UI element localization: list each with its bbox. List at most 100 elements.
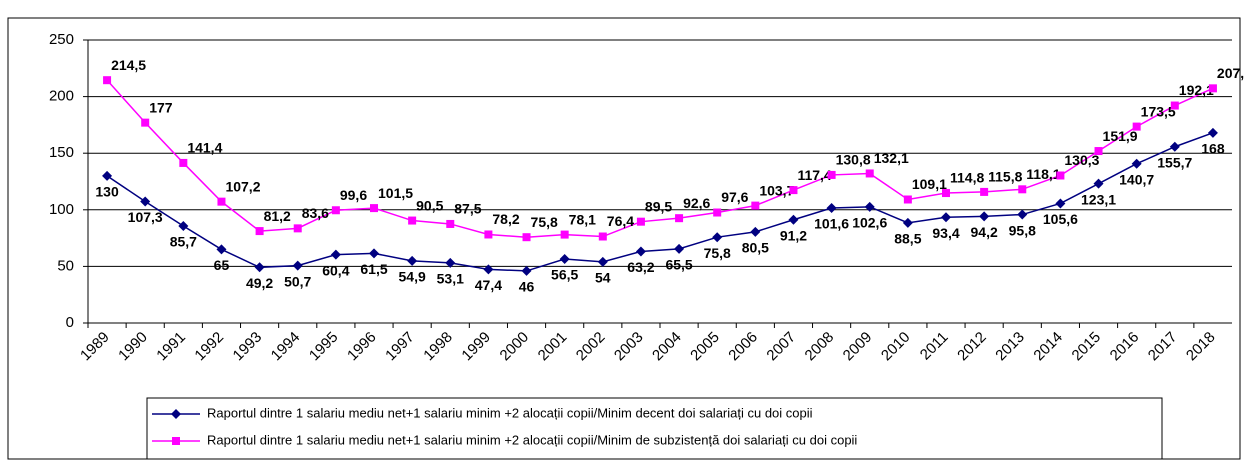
- y-tick-label: 150: [49, 144, 74, 161]
- marker: [902, 217, 913, 228]
- marker: [865, 169, 874, 178]
- y-tick-label: 100: [49, 201, 74, 218]
- marker: [483, 264, 494, 275]
- value-label: 130,3: [1064, 152, 1099, 168]
- value-label: 50,7: [284, 273, 311, 289]
- value-label: 173,5: [1141, 103, 1176, 119]
- value-label: 123,1: [1081, 191, 1116, 207]
- marker: [597, 256, 608, 267]
- value-label: 177: [149, 99, 173, 115]
- marker: [1208, 84, 1217, 93]
- value-label: 130: [95, 184, 119, 200]
- value-label: 107,3: [128, 209, 163, 225]
- value-label: 61,5: [360, 261, 387, 277]
- value-label: 56,5: [551, 267, 578, 283]
- value-label: 78,1: [569, 211, 596, 227]
- y-tick-label: 250: [49, 31, 74, 48]
- value-label: 90,5: [416, 197, 443, 213]
- y-tick-label: 200: [49, 88, 74, 105]
- marker: [141, 118, 150, 127]
- marker: [445, 257, 456, 268]
- marker: [293, 224, 302, 233]
- value-label: 99,6: [340, 187, 367, 203]
- value-label: 81,2: [264, 208, 291, 224]
- value-label: 103,7: [759, 182, 794, 198]
- marker: [675, 214, 684, 223]
- marker: [1056, 171, 1065, 180]
- value-label: 65,5: [665, 257, 692, 273]
- marker: [1055, 198, 1066, 209]
- marker: [712, 232, 723, 243]
- marker: [446, 219, 455, 228]
- value-label: 76,4: [607, 213, 634, 229]
- marker: [1132, 122, 1141, 131]
- marker: [636, 217, 645, 226]
- marker: [751, 201, 760, 210]
- y-tick-label: 50: [57, 257, 74, 274]
- value-label: 151,9: [1103, 128, 1138, 144]
- value-label: 214,5: [111, 57, 146, 73]
- value-label: 95,8: [1009, 222, 1036, 238]
- marker: [521, 265, 532, 276]
- value-label: 54: [595, 270, 611, 286]
- marker: [408, 216, 417, 225]
- marker: [1207, 127, 1218, 138]
- value-label: 115,8: [988, 169, 1022, 185]
- marker: [903, 195, 912, 204]
- marker: [1131, 158, 1142, 169]
- value-label: 80,5: [742, 240, 769, 256]
- value-label: 85,7: [170, 234, 197, 250]
- value-label: 132,1: [874, 150, 909, 166]
- marker: [598, 232, 607, 241]
- marker: [1017, 209, 1028, 220]
- value-label: 46: [519, 279, 535, 295]
- value-label: 97,6: [721, 189, 748, 205]
- value-label: 207,3: [1217, 65, 1244, 81]
- marker: [635, 246, 646, 257]
- marker: [941, 212, 951, 223]
- value-label: 63,2: [627, 259, 654, 275]
- marker: [522, 233, 531, 242]
- marker: [674, 243, 685, 254]
- marker: [1018, 185, 1027, 194]
- value-label: 65: [214, 257, 230, 273]
- value-label: 78,2: [492, 211, 519, 227]
- legend-label: Raportul dintre 1 salariu mediu net+1 sa…: [207, 432, 857, 447]
- value-label: 83,6: [302, 205, 329, 221]
- marker: [254, 262, 265, 273]
- value-label: 155,7: [1157, 154, 1192, 170]
- value-label: 117,4: [797, 167, 831, 183]
- legend-box: [146, 397, 1163, 460]
- marker: [979, 211, 990, 222]
- value-label: 91,2: [780, 227, 807, 243]
- value-label: 118,1: [1026, 166, 1060, 182]
- marker: [292, 260, 303, 271]
- value-label: 88,5: [894, 231, 921, 247]
- marker: [559, 254, 570, 265]
- value-label: 140,7: [1119, 171, 1154, 187]
- value-label: 87,5: [454, 201, 481, 217]
- marker: [216, 244, 227, 255]
- value-label: 47,4: [475, 277, 502, 293]
- value-label: 101,5: [378, 185, 413, 201]
- marker: [331, 206, 340, 215]
- value-label: 60,4: [322, 262, 349, 278]
- series-line: [106, 132, 1214, 272]
- value-label: 102,6: [852, 215, 887, 231]
- marker: [369, 248, 379, 259]
- value-label: 94,2: [971, 224, 998, 240]
- marker: [750, 226, 761, 237]
- marker: [980, 187, 989, 196]
- marker: [1170, 101, 1179, 110]
- marker: [330, 249, 341, 260]
- value-label: 75,8: [531, 214, 558, 230]
- value-label: 114,8: [950, 170, 984, 186]
- y-tick-label: 0: [66, 314, 74, 331]
- value-label: 49,2: [246, 275, 273, 291]
- value-label: 93,4: [932, 225, 959, 241]
- value-label: 130,8: [836, 152, 871, 168]
- value-label: 75,8: [704, 245, 731, 261]
- value-label: 92,6: [683, 195, 710, 211]
- marker: [1169, 141, 1180, 152]
